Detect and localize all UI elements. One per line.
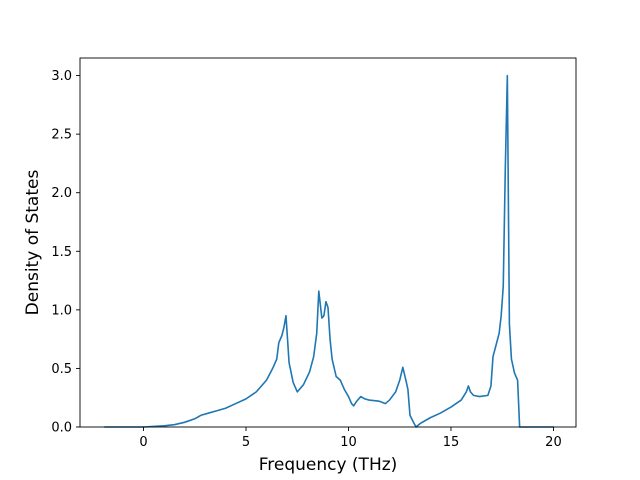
y-tick-label: 0.0 [51,421,72,436]
y-tick-label: 2.5 [51,128,72,143]
y-axis-label: Density of States [23,170,43,316]
dos-series-line [103,74,555,428]
x-tick-label: 20 [545,435,562,450]
y-tick-label: 1.0 [51,303,72,318]
y-axis-ticks: 0.0 0.5 1.0 1.5 2.0 2.5 3.0 [51,69,80,436]
y-tick-label: 2.0 [51,186,72,201]
x-tick-label: 0 [139,435,147,450]
x-tick-label: 5 [242,435,250,450]
y-tick-label: 1.5 [51,245,72,260]
axes-frame [79,57,577,428]
x-tick-label: 15 [443,435,460,450]
x-tick-label: 10 [340,435,357,450]
y-tick-label: 0.5 [51,362,72,377]
x-axis-label: Frequency (THz) [259,455,398,475]
y-tick-label: 3.0 [51,69,72,84]
x-axis-ticks: 0 5 10 15 20 [139,427,562,450]
plot-area [103,74,555,428]
